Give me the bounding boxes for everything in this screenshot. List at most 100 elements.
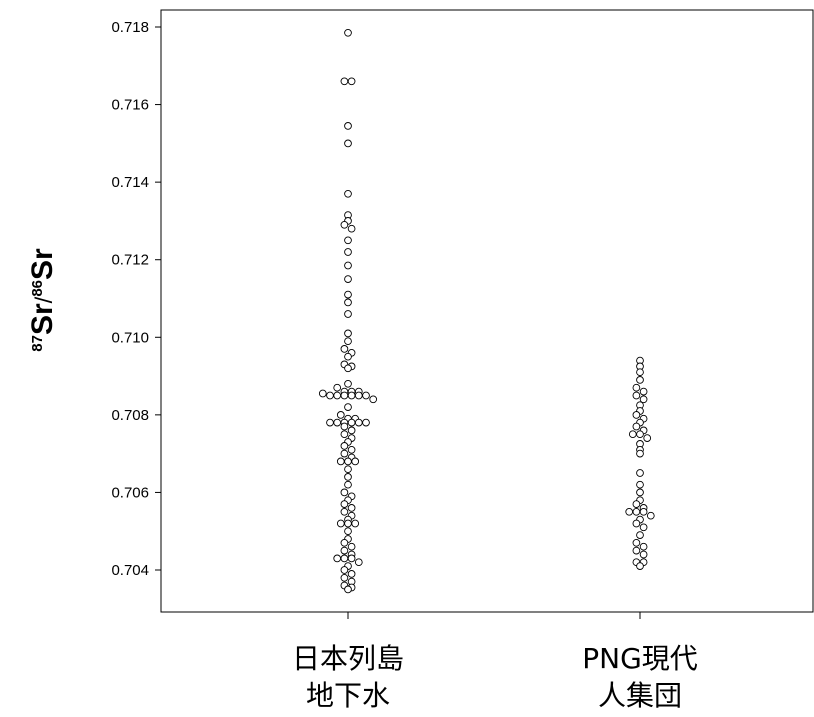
data-point-japan-groundwater bbox=[344, 480, 352, 489]
y-tick-label: 0.712 bbox=[111, 252, 149, 269]
data-point-japan-groundwater bbox=[333, 418, 342, 427]
data-point-japan-groundwater bbox=[340, 573, 349, 582]
data-point-japan-groundwater bbox=[369, 395, 378, 404]
y-tick-label: 0.714 bbox=[111, 174, 149, 191]
data-point-png-population bbox=[632, 411, 641, 419]
y-tick-label: 0.704 bbox=[111, 562, 149, 579]
data-point-png-population bbox=[632, 507, 641, 516]
data-point-japan-groundwater bbox=[344, 28, 352, 37]
data-point-japan-groundwater bbox=[344, 379, 352, 388]
data-point-japan-groundwater bbox=[340, 507, 349, 516]
y-tick-label: 0.718 bbox=[111, 19, 149, 36]
data-point-japan-groundwater bbox=[340, 220, 349, 229]
data-point-png-population bbox=[636, 430, 644, 439]
y-label-main1: Sr bbox=[26, 303, 59, 335]
data-point-japan-groundwater bbox=[340, 566, 349, 574]
data-point-japan-groundwater bbox=[344, 236, 352, 245]
y-tick-label: 0.708 bbox=[111, 407, 149, 424]
data-point-japan-groundwater bbox=[340, 77, 349, 86]
data-point-japan-groundwater bbox=[336, 457, 345, 466]
data-point-japan-groundwater bbox=[340, 430, 349, 439]
data-point-japan-groundwater bbox=[344, 122, 352, 130]
y-label-main2: Sr bbox=[26, 248, 59, 280]
y-label-slash: / bbox=[31, 296, 58, 303]
data-point-png-population bbox=[636, 449, 644, 458]
data-point-png-population bbox=[639, 387, 648, 396]
data-point-png-population bbox=[639, 395, 648, 404]
data-point-png-population bbox=[632, 538, 641, 547]
data-point-japan-groundwater bbox=[344, 248, 352, 256]
data-point-japan-groundwater bbox=[333, 391, 342, 400]
data-point-japan-groundwater bbox=[354, 418, 363, 427]
y-tick-label: 0.716 bbox=[111, 97, 149, 114]
data-point-png-population bbox=[625, 507, 634, 516]
data-point-japan-groundwater bbox=[344, 329, 352, 338]
data-point-japan-groundwater bbox=[344, 527, 352, 536]
data-point-japan-groundwater bbox=[347, 418, 356, 427]
data-point-japan-groundwater bbox=[351, 457, 360, 466]
data-point-japan-groundwater bbox=[344, 585, 352, 594]
data-point-png-population bbox=[636, 531, 644, 539]
data-point-png-population bbox=[636, 488, 644, 497]
category-label-japan-line1: 日本列島 bbox=[292, 642, 404, 675]
data-point-japan-groundwater bbox=[347, 554, 356, 563]
plot-frame bbox=[160, 9, 814, 613]
data-point-japan-groundwater bbox=[340, 554, 349, 563]
data-point-png-population bbox=[636, 480, 644, 489]
data-point-japan-groundwater bbox=[318, 389, 327, 398]
data-point-japan-groundwater bbox=[347, 77, 356, 86]
data-point-japan-groundwater bbox=[336, 411, 345, 419]
data-point-png-population bbox=[646, 511, 655, 520]
data-point-japan-groundwater bbox=[344, 139, 352, 148]
y-axis-label: 87Sr/86Sr bbox=[26, 248, 59, 352]
data-point-png-population bbox=[639, 507, 648, 516]
data-point-png-population bbox=[636, 562, 644, 570]
data-point-japan-groundwater bbox=[344, 457, 352, 466]
data-point-png-population bbox=[639, 523, 648, 532]
data-point-japan-groundwater bbox=[333, 383, 342, 392]
data-points bbox=[318, 28, 655, 594]
data-point-japan-groundwater bbox=[333, 554, 342, 563]
category-label-japan-line2: 地下水 bbox=[306, 679, 390, 712]
data-point-png-population bbox=[632, 500, 641, 508]
data-point-png-population bbox=[643, 434, 652, 442]
data-point-png-population bbox=[632, 519, 641, 528]
data-point-japan-groundwater bbox=[347, 224, 356, 233]
y-axis-ticks: 0.704 0.706 0.708 0.710 0.712 0.714 0.716 0.718 bbox=[111, 19, 161, 579]
data-point-japan-groundwater bbox=[354, 391, 363, 400]
data-point-japan-groundwater bbox=[344, 310, 352, 318]
data-point-japan-groundwater bbox=[340, 422, 349, 431]
data-point-png-population bbox=[632, 383, 641, 392]
data-point-japan-groundwater bbox=[336, 519, 345, 528]
data-point-png-population bbox=[628, 430, 637, 439]
data-point-japan-groundwater bbox=[340, 391, 349, 400]
data-point-japan-groundwater bbox=[347, 426, 356, 435]
y-tick-label: 0.706 bbox=[111, 484, 149, 501]
data-point-japan-groundwater bbox=[344, 290, 352, 299]
data-point-japan-groundwater bbox=[344, 519, 352, 528]
category-label-png-line2: 人集団 bbox=[598, 679, 682, 712]
data-point-japan-groundwater bbox=[340, 500, 349, 508]
data-point-japan-groundwater bbox=[344, 275, 352, 283]
x-axis-ticks bbox=[347, 612, 641, 619]
svg-text:87Sr/86Sr: 87Sr/86Sr bbox=[26, 248, 59, 352]
data-point-png-population bbox=[632, 391, 641, 400]
data-point-japan-groundwater bbox=[347, 504, 356, 512]
data-point-japan-groundwater bbox=[344, 261, 352, 270]
data-point-japan-groundwater bbox=[354, 558, 363, 567]
data-point-png-population bbox=[639, 542, 648, 551]
data-point-png-population bbox=[636, 368, 644, 377]
data-point-japan-groundwater bbox=[326, 391, 334, 400]
data-point-japan-groundwater bbox=[340, 442, 349, 450]
data-point-japan-groundwater bbox=[340, 546, 349, 555]
data-point-japan-groundwater bbox=[347, 391, 356, 400]
data-point-japan-groundwater bbox=[347, 570, 356, 578]
data-point-japan-groundwater bbox=[347, 542, 356, 551]
data-point-png-population bbox=[639, 550, 648, 559]
data-point-japan-groundwater bbox=[344, 465, 352, 474]
data-point-japan-groundwater bbox=[326, 418, 334, 427]
data-point-png-population bbox=[632, 422, 641, 431]
data-point-png-population bbox=[636, 469, 644, 477]
data-point-png-population bbox=[632, 546, 641, 555]
